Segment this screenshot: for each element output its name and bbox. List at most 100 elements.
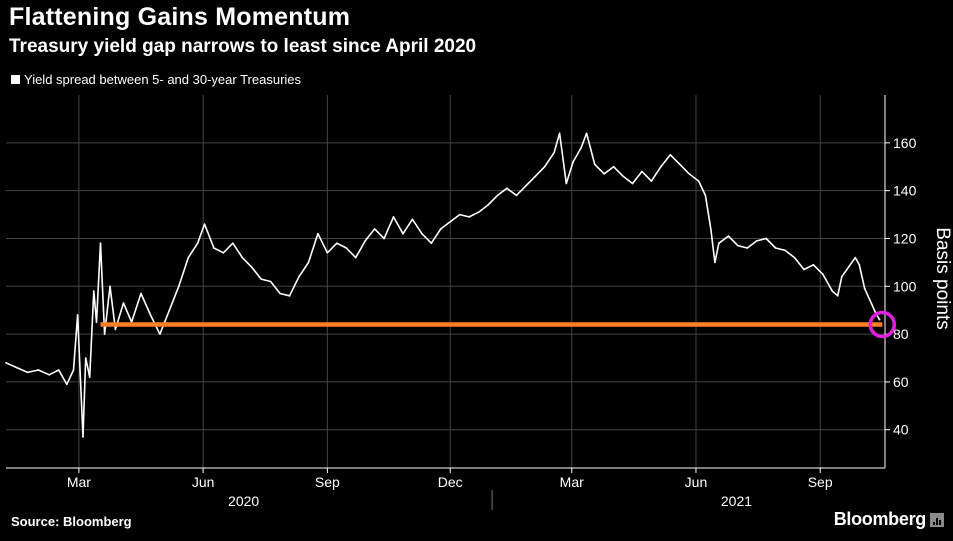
data-point xyxy=(354,256,357,259)
data-point xyxy=(402,232,404,235)
data-point xyxy=(534,175,537,178)
data-point xyxy=(812,263,815,266)
y-tick-label: 100 xyxy=(893,278,917,294)
x-tick-label: Sep xyxy=(315,474,340,490)
data-point xyxy=(26,371,29,374)
data-point xyxy=(525,185,527,187)
data-point xyxy=(109,285,111,288)
data-point xyxy=(793,256,796,259)
data-point xyxy=(196,242,199,245)
legend-label: Yield spread between 5- and 30-year Trea… xyxy=(24,72,302,87)
data-point xyxy=(553,151,555,154)
data-point xyxy=(585,132,588,135)
data-point xyxy=(140,292,142,295)
data-point xyxy=(57,369,60,371)
data-point xyxy=(854,256,857,259)
data-point xyxy=(603,173,605,175)
data-point xyxy=(203,223,206,225)
data-point xyxy=(669,153,672,156)
data-point xyxy=(477,211,480,213)
data-point xyxy=(92,290,95,292)
data-point xyxy=(317,232,319,235)
data-point xyxy=(103,333,106,335)
data-point xyxy=(326,252,329,254)
data-point xyxy=(37,369,40,371)
data-point xyxy=(411,218,414,221)
data-point xyxy=(288,295,291,297)
data-point xyxy=(307,261,310,264)
data-point xyxy=(187,256,190,259)
data-point xyxy=(746,247,749,249)
data-point xyxy=(178,285,180,288)
data-point xyxy=(631,182,634,185)
data-point xyxy=(737,244,739,247)
data-point xyxy=(836,295,839,297)
data-point xyxy=(641,170,643,173)
data-point xyxy=(260,278,262,280)
data-point xyxy=(704,194,707,197)
data-point xyxy=(784,249,786,252)
data-point xyxy=(114,328,117,331)
data-point xyxy=(543,165,546,168)
data-point xyxy=(5,361,7,364)
data-point xyxy=(678,163,681,166)
data-point xyxy=(232,242,234,245)
y-tick-label: 160 xyxy=(893,135,917,151)
data-point xyxy=(149,314,152,316)
data-point xyxy=(650,180,653,182)
series-line xyxy=(5,132,881,438)
bar-chart-icon xyxy=(930,512,944,527)
data-point xyxy=(710,228,712,230)
data-point xyxy=(718,242,720,245)
data-point xyxy=(364,240,366,242)
data-point xyxy=(487,204,489,206)
x-tick-label: Mar xyxy=(67,474,91,490)
data-point xyxy=(840,275,843,278)
highlight-circle xyxy=(868,310,897,339)
data-point xyxy=(222,252,225,254)
data-point xyxy=(774,247,777,249)
data-point xyxy=(468,216,470,218)
data-point xyxy=(430,242,433,245)
source-note: Source: Bloomberg xyxy=(11,514,132,529)
data-point xyxy=(373,228,376,230)
data-point xyxy=(565,182,568,185)
data-point xyxy=(558,132,561,135)
data-point xyxy=(99,242,102,245)
data-point xyxy=(572,161,574,163)
data-point xyxy=(515,194,518,197)
data-point xyxy=(506,187,508,190)
chart-title: Flattening Gains Momentum xyxy=(9,3,351,31)
data-point xyxy=(803,268,805,271)
data-point xyxy=(822,273,824,276)
x-year-label: 2021 xyxy=(721,493,752,509)
data-point xyxy=(688,173,691,175)
y-tick-label: 120 xyxy=(893,230,917,246)
data-point xyxy=(336,242,338,245)
x-tick-label: Dec xyxy=(438,474,463,490)
data-point xyxy=(298,275,300,278)
data-point xyxy=(279,292,281,295)
data-point xyxy=(755,240,758,242)
data-point xyxy=(16,366,18,369)
chart-legend: Yield spread between 5- and 30-year Trea… xyxy=(11,72,301,87)
data-point xyxy=(84,357,87,359)
data-point xyxy=(580,146,582,149)
annotations-layer xyxy=(100,310,897,339)
y-tick-label: 40 xyxy=(893,422,909,438)
chart-subtitle: Treasury yield gap narrows to least sinc… xyxy=(9,36,477,57)
x-tick-label: Mar xyxy=(560,474,584,490)
data-point xyxy=(714,261,716,264)
data-point xyxy=(878,318,881,321)
data-point xyxy=(458,213,461,216)
x-tick-label: Sep xyxy=(808,474,833,490)
data-point xyxy=(496,194,499,197)
y-tick-label: 140 xyxy=(893,183,917,199)
data-point xyxy=(48,373,51,376)
data-point xyxy=(869,299,871,302)
data-point xyxy=(863,287,866,290)
data-point xyxy=(95,321,98,323)
data-point xyxy=(697,180,700,182)
data-point xyxy=(727,235,730,237)
